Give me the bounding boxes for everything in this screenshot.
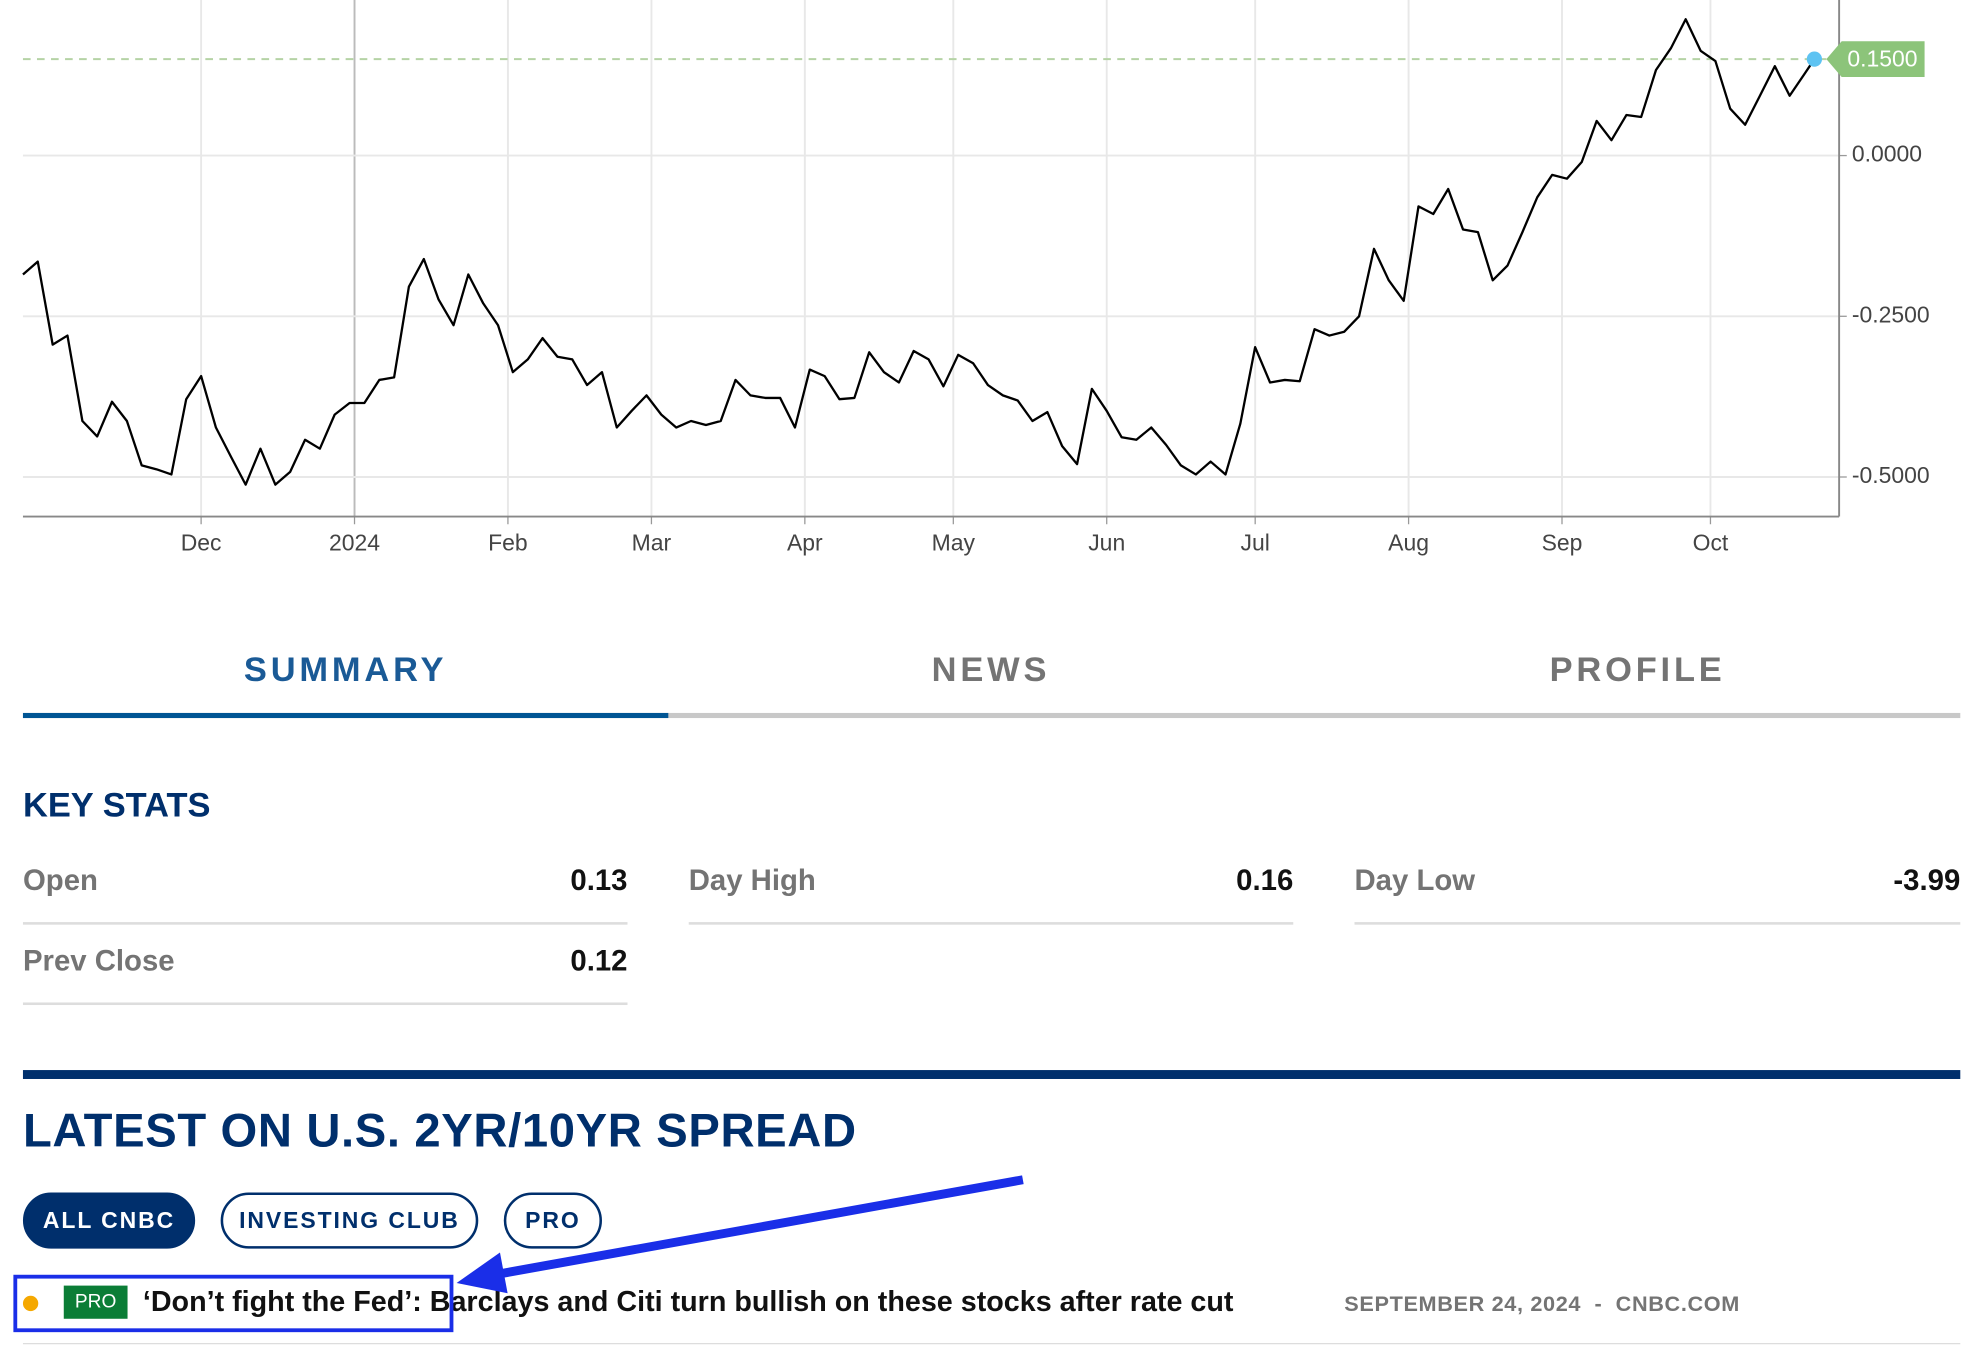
x-tick-label: 2024 (329, 530, 380, 556)
tab-active-bar (22, 712, 669, 719)
x-tick-label: Jun (1088, 530, 1125, 556)
article-date: SEPTEMBER 24, 2024 (1344, 1291, 1582, 1317)
y-tick-label: -0.2500 (1852, 301, 1930, 327)
x-tick-label: Sep (1542, 530, 1583, 556)
separator: - (1594, 1291, 1603, 1317)
chart: Dec 2024 Feb Mar Apr May Jun Jul Aug Sep Oct -0.500… (22, 0, 1930, 556)
bullet (22, 1295, 39, 1312)
tab[interactable]: SUMMARY (243, 650, 448, 689)
tab-rail (22, 712, 1961, 719)
pro-badge: PRO (63, 1285, 128, 1319)
price-line (22, 18, 1816, 486)
x-tick-label: Oct (1693, 530, 1729, 556)
value-badge (1826, 41, 1925, 77)
value-badge-label: 0.1500 (1847, 45, 1917, 71)
tab[interactable]: NEWS (931, 650, 1051, 689)
stat-label: Open (22, 863, 98, 897)
x-tick-label: May (932, 530, 976, 556)
headline[interactable]: ‘Don’t fight the Fed’: Barclays and Citi… (142, 1285, 1234, 1318)
x-tick-label: Feb (488, 530, 528, 556)
section-title: LATEST ON U.S. 2YR/10YR SPREAD (22, 1104, 857, 1157)
stat-label: Day Low (1354, 863, 1476, 897)
x-tick-label: Jul (1241, 530, 1270, 556)
annotation (13, 1175, 1024, 1333)
x-tick-label: Dec (181, 530, 222, 556)
stat-label: Prev Close (22, 943, 175, 977)
section-title: KEY STATS (22, 785, 211, 824)
stat: Day Low -3.99 (1354, 843, 1961, 925)
filter-pill[interactable]: PRO (503, 1192, 602, 1249)
stat-value: 0.16 (1236, 863, 1294, 897)
section-rule (22, 1070, 1961, 1079)
article-source: CNBC.COM (1615, 1291, 1741, 1317)
stat: Open 0.13 (22, 843, 628, 925)
divider (22, 1342, 1961, 1345)
x-tick-label: Mar (632, 530, 672, 556)
highlight-box (13, 1274, 454, 1333)
stat-label: Day High (688, 863, 816, 897)
filter-pill[interactable]: ALL CNBC (22, 1192, 196, 1249)
stat-value: -3.99 (1893, 863, 1961, 897)
y-tick-label: 0.0000 (1852, 141, 1922, 167)
stat-value: 0.12 (570, 943, 628, 977)
stat-value: 0.13 (570, 863, 628, 897)
filter-pill[interactable]: INVESTING CLUB (220, 1192, 479, 1249)
stat: Prev Close 0.12 (22, 923, 628, 1006)
x-tick-label: Apr (787, 530, 823, 556)
arrow-shaft (490, 1175, 1024, 1280)
y-tick-label: -0.5000 (1852, 462, 1930, 488)
article-meta: SEPTEMBER 24, 2024 - CNBC.COM (1344, 1292, 1740, 1318)
arrow-head (456, 1252, 508, 1294)
last-point (1806, 51, 1823, 67)
tab[interactable]: PROFILE (1549, 650, 1726, 689)
stat: Day High 0.16 (688, 843, 1294, 925)
x-tick-label: Aug (1388, 530, 1429, 556)
